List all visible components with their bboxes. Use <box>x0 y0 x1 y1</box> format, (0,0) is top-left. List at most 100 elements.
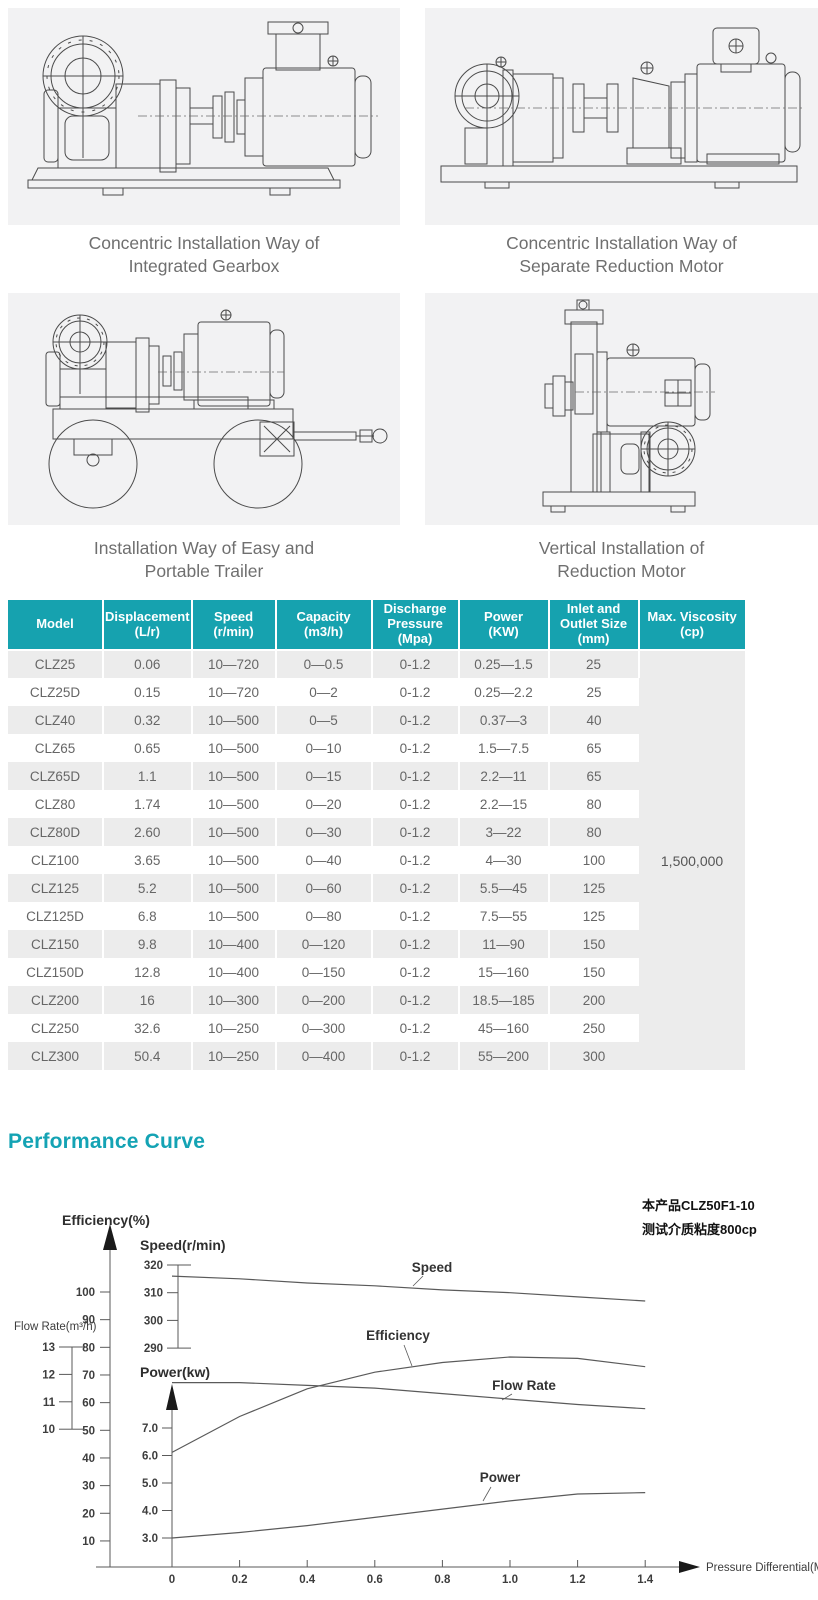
table-cell: 0—10 <box>275 734 373 762</box>
table-cell: 0-1.2 <box>371 734 460 762</box>
figure-caption-integrated-gearbox: Concentric Installation Way of Integrate… <box>8 232 400 278</box>
table-cell: CLZ25 <box>8 650 104 678</box>
table-cell: 0-1.2 <box>371 762 460 790</box>
table-cell: 0—0.5 <box>275 650 373 678</box>
table-cell: 1.5—7.5 <box>458 734 550 762</box>
table-cell: 10—720 <box>191 678 277 706</box>
caption-line: Portable Trailer <box>144 561 264 582</box>
table-cell: 0—15 <box>275 762 373 790</box>
table-cell: 45—160 <box>458 1014 550 1042</box>
efficiency-tick-label: 90 <box>82 1315 95 1327</box>
table-cell: 10—400 <box>191 930 277 958</box>
speed-tick-label: 320 <box>144 1260 163 1272</box>
table-cell: 4—30 <box>458 846 550 874</box>
table-cell: 0.06 <box>103 650 193 678</box>
column-header: Inlet and Outlet Size (mm) <box>548 600 640 651</box>
table-cell: 12.8 <box>103 958 193 986</box>
vertical-reduction-motor-drawing <box>542 299 715 513</box>
table-row: CLZ150D 12.8 10—400 0—150 0-1.2 15—160 150 <box>8 958 745 986</box>
table-cell: 9.8 <box>103 930 193 958</box>
column-header: Discharge Pressure (Mpa) <box>371 600 460 651</box>
table-cell: CLZ100 <box>8 846 104 874</box>
table-cell: 10—500 <box>191 762 277 790</box>
table-row: CLZ250 32.6 10—250 0—300 0-1.2 45—160 250 <box>8 1014 745 1042</box>
table-cell: 1.74 <box>103 790 193 818</box>
table-cell: 0-1.2 <box>371 958 460 986</box>
figure-panel-portable-trailer <box>8 293 400 525</box>
x-axis-label: Pressure Differential(Mpa) <box>706 1562 818 1574</box>
flow-tick-label: 12 <box>42 1369 55 1381</box>
table-cell: 0-1.2 <box>371 1042 460 1070</box>
x-tick-label: 1.2 <box>570 1574 586 1586</box>
curve-label-speed: Speed <box>412 1260 453 1275</box>
efficiency-axis-label: Efficiency(%) <box>62 1212 150 1228</box>
table-row: CLZ150 9.8 10—400 0—120 0-1.2 11—90 150 <box>8 930 745 958</box>
x-tick-label: 0.8 <box>434 1574 451 1586</box>
table-cell: CLZ250 <box>8 1014 104 1042</box>
table-cell: 55—200 <box>458 1042 550 1070</box>
figure-caption-separate-reduction-motor: Concentric Installation Way of Separate … <box>425 232 818 278</box>
table-cell: 3.65 <box>103 846 193 874</box>
efficiency-tick-label: 100 <box>76 1287 95 1299</box>
table-cell: CLZ65D <box>8 762 104 790</box>
x-tick-label: 0.2 <box>232 1574 248 1586</box>
table-cell: 0-1.2 <box>371 986 460 1014</box>
curve-efficiency <box>171 1356 646 1453</box>
table-cell: 25 <box>548 650 640 678</box>
table-cell: 2.2—11 <box>458 762 550 790</box>
table-cell: 5.5—45 <box>458 874 550 902</box>
table-cell: 0-1.2 <box>371 678 460 706</box>
table-cell: CLZ300 <box>8 1042 104 1070</box>
table-row: CLZ25D 0.15 10—720 0—2 0-1.2 0.25—2.2 25 <box>8 678 745 706</box>
table-cell: 0-1.2 <box>371 1014 460 1042</box>
table-cell: 2.60 <box>103 818 193 846</box>
table-cell: 0—5 <box>275 706 373 734</box>
table-cell: 100 <box>582 852 606 868</box>
table-cell: 250 <box>582 1020 606 1036</box>
curve-flow-rate <box>172 1382 646 1410</box>
table-cell: 0-1.2 <box>371 790 460 818</box>
efficiency-tick-label: 60 <box>82 1398 95 1410</box>
efficiency-tick-label: 70 <box>82 1370 95 1382</box>
efficiency-tick-label: 40 <box>82 1453 95 1465</box>
table-cell: 65 <box>586 740 602 756</box>
table-cell: 3—22 <box>458 818 550 846</box>
table-cell: 10—500 <box>191 706 277 734</box>
table-cell: 0—80 <box>275 902 373 930</box>
table-cell: 10—720 <box>191 650 277 678</box>
table-cell: 80 <box>586 796 602 812</box>
table-cell: 6.8 <box>103 902 193 930</box>
figure-caption-vertical-reduction-motor: Vertical Installation of Reduction Motor <box>425 537 818 583</box>
flow-tick-label: 11 <box>43 1397 56 1409</box>
portable-trailer-drawing <box>45 309 388 509</box>
power-tick-label: 3.0 <box>142 1533 158 1545</box>
figure-panel-integrated-gearbox <box>8 8 400 225</box>
table-cell: 5.2 <box>103 874 193 902</box>
table-cell: CLZ80 <box>8 790 104 818</box>
table-cell: 10—300 <box>191 986 277 1014</box>
table-cell: 50.4 <box>103 1042 193 1070</box>
table-cell: 0—120 <box>275 930 373 958</box>
table-row: CLZ100 3.65 10—500 0—40 0-1.2 4—30 100 <box>8 846 745 874</box>
table-cell: 10—500 <box>191 818 277 846</box>
table-cell: 0—2 <box>275 678 373 706</box>
speed-tick-label: 300 <box>144 1315 163 1327</box>
table-cell: 150 <box>548 930 639 958</box>
table-cell: 150 <box>582 964 606 980</box>
table-cell: 10—500 <box>191 874 277 902</box>
figure-panel-separate-reduction-motor <box>425 8 818 225</box>
column-header: Model <box>8 600 104 651</box>
table-row: CLZ65 0.65 10—500 0—10 0-1.2 1.5—7.5 65 <box>8 734 745 762</box>
power-tick-label: 5.0 <box>142 1478 158 1490</box>
table-cell: CLZ65 <box>8 734 104 762</box>
table-header-row: Model Displacement (L/r) Speed (r/min) Capaci… <box>8 600 745 651</box>
table-row: CLZ80D 2.60 10—500 0—30 0-1.2 3—22 80 <box>8 818 745 846</box>
table-cell: 0.32 <box>103 706 193 734</box>
performance-chart-svg: 100 90 80 70 60 50 40 30 20 10 13 12 11 10 320 310 300 29… <box>14 1198 818 1586</box>
table-cell: 65 <box>548 762 639 790</box>
column-header: Speed (r/min) <box>191 600 277 651</box>
table-row: CLZ200 16 10—300 0—200 0-1.2 18.5—185 200 <box>8 986 745 1014</box>
chart-annotation: 本产品CLZ50F1-10 <box>642 1198 755 1213</box>
table-cell: 10—500 <box>191 902 277 930</box>
